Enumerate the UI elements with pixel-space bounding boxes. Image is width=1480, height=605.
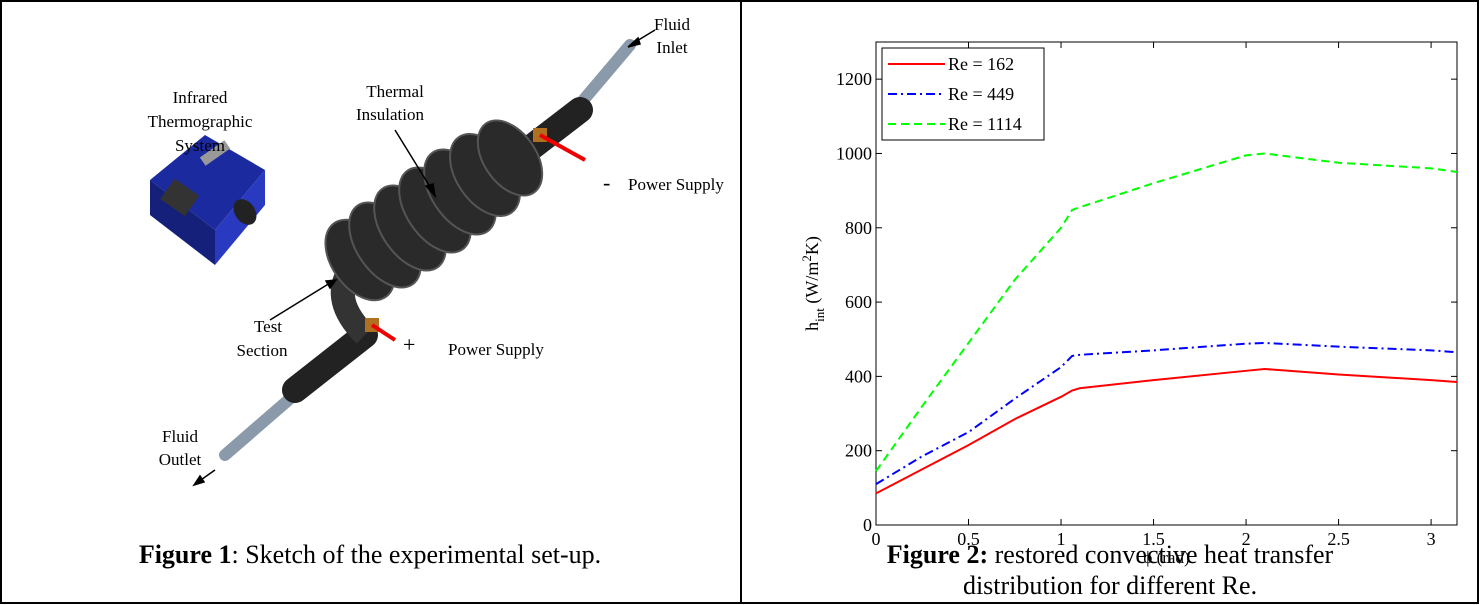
caption: Figure 1: Sketch of the experimental set… — [139, 540, 601, 569]
x-tick-label: 1 — [1057, 529, 1066, 549]
x-tick-label: 3 — [1427, 529, 1436, 549]
x-tick-label: 0.5 — [957, 529, 980, 549]
label: Fluid — [162, 427, 198, 446]
label: Insulation — [356, 105, 424, 124]
y-tick-label: 1000 — [836, 143, 872, 163]
y-axis-label-part: h — [802, 322, 822, 331]
label: Fluid — [654, 15, 690, 34]
series-line — [875, 367, 1458, 495]
x-tick-label: 2.5 — [1327, 529, 1350, 549]
label: System — [175, 136, 225, 155]
label: Infrared — [173, 88, 228, 107]
label: Power Supply — [448, 340, 544, 359]
y-tick-label: 1200 — [836, 69, 872, 89]
caption-label: Figure 2: — [887, 540, 988, 569]
label: Thermographic — [148, 112, 253, 131]
y-tick-label: 0 — [863, 515, 872, 535]
caption-text: restored convective heat transfer — [988, 540, 1333, 569]
label: Power Supply — [628, 175, 724, 194]
y-axis-label-part: 2 — [799, 255, 814, 262]
label: Thermal — [366, 82, 424, 101]
label: + — [403, 332, 415, 357]
series-line — [875, 341, 1458, 485]
y-tick-label: 600 — [845, 292, 872, 312]
x-tick-label: 0 — [872, 529, 881, 549]
y-tick-label: 400 — [845, 366, 872, 386]
caption-text: : Sketch of the experimental set-up. — [232, 540, 602, 569]
plot-frame — [875, 41, 1458, 526]
legend-label: Re = 1114 — [948, 114, 1022, 134]
x-axis-label: ϕ (rad) — [1143, 548, 1189, 567]
chart: 0 200 400 600 800 1000 1200 0 0.5 1 1.5 2 2.5 3 ϕ (rad… — [799, 41, 1458, 567]
caption-text: distribution for different Re. — [963, 571, 1257, 600]
y-tick-label: 800 — [845, 218, 872, 238]
label: Section — [237, 341, 288, 360]
y-tick-label: 200 — [845, 441, 872, 461]
label: Test — [254, 317, 282, 336]
legend-label: Re = 162 — [948, 54, 1014, 74]
x-tick-label: 2 — [1242, 529, 1251, 549]
caption: Figure 2: restored convective heat trans… — [887, 540, 1334, 569]
y-axis-label-part: (W/m — [802, 262, 823, 309]
legend-label: Re = 449 — [948, 84, 1014, 104]
caption-label: Figure 1 — [139, 540, 232, 569]
label: - — [603, 170, 610, 195]
x-tick-label: 1.5 — [1142, 529, 1165, 549]
series-line — [875, 152, 1458, 472]
sketch — [150, 39, 636, 461]
y-axis-label-part: int — [812, 308, 827, 322]
label: Inlet — [656, 38, 687, 57]
y-axis-label: hint (W/m2K) — [799, 236, 827, 331]
sketch-labels: Fluid Inlet Thermal Insulation Infrared … — [148, 15, 725, 469]
y-axis-label-part: K) — [802, 236, 823, 255]
label: Outlet — [159, 450, 202, 469]
arrows — [192, 29, 656, 487]
